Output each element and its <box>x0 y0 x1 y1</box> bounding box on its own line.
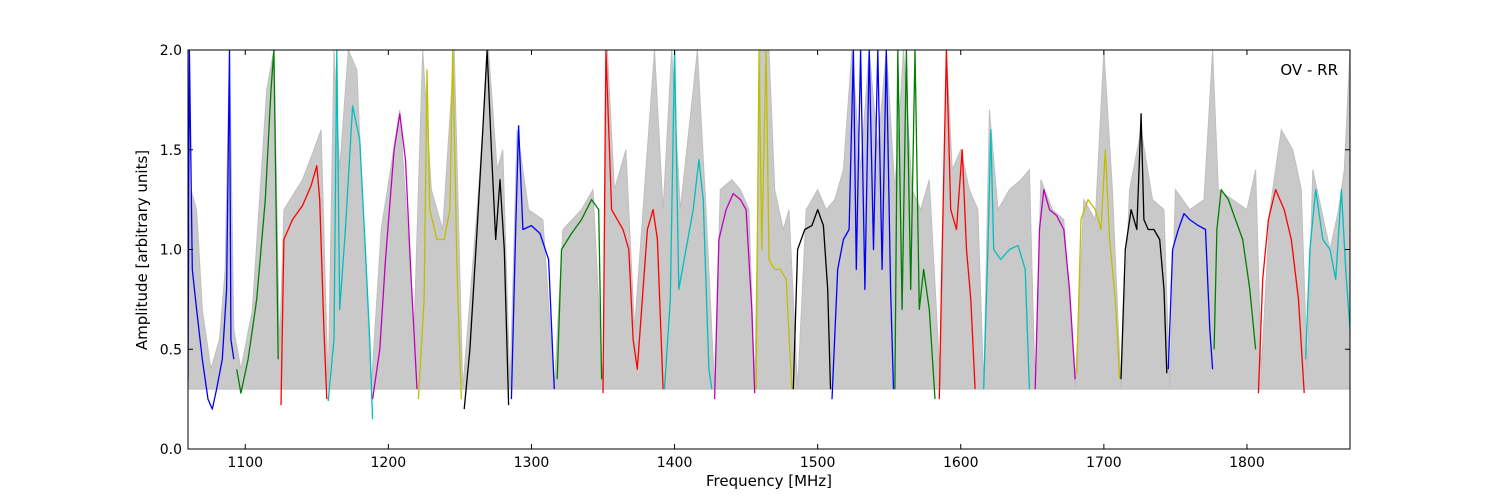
series-line-5 <box>417 50 462 400</box>
y-tick-label: 1.5 <box>160 143 182 159</box>
y-tick-label: 1.0 <box>160 243 182 259</box>
y-tick-label: 0.0 <box>160 442 182 458</box>
series-line-24 <box>1304 188 1350 360</box>
series-line-15 <box>894 50 936 400</box>
x-tick-label: 1100 <box>227 455 263 471</box>
series-line-2 <box>280 165 328 406</box>
x-tick-label: 1300 <box>514 455 550 471</box>
x-tick-label: 1200 <box>371 455 407 471</box>
x-tick-label: 1800 <box>1229 455 1265 471</box>
y-tick-label: 0.5 <box>160 342 182 358</box>
series-line-20 <box>1120 113 1168 380</box>
series-line-19 <box>1076 149 1121 380</box>
ticks-layer: 1100 1200 1300 1400 1500 1600 1700 1800 0.0 0.5 1.… <box>160 43 1350 471</box>
y-axis-label: Amplitude [arbitrary units] <box>133 150 151 350</box>
series-line-17 <box>983 129 1031 390</box>
series-line-21 <box>1167 212 1214 370</box>
series-layer <box>188 50 1350 420</box>
series-line-12 <box>755 50 793 390</box>
series-line-13 <box>792 208 832 390</box>
x-tick-label: 1400 <box>657 455 693 471</box>
series-line-11 <box>713 192 756 400</box>
series-line-7 <box>510 125 555 400</box>
series-line-4 <box>371 113 418 400</box>
series-line-14 <box>831 50 895 400</box>
series-line-16 <box>938 50 976 400</box>
series-line-23 <box>1257 188 1305 394</box>
series-line-9 <box>602 50 664 394</box>
series-line-8 <box>556 198 603 380</box>
series-line-22 <box>1213 188 1257 350</box>
series-line-0 <box>188 50 235 410</box>
x-axis-label: Frequency [MHz] <box>706 472 832 490</box>
series-line-1 <box>236 50 279 394</box>
x-tick-label: 1700 <box>1086 455 1122 471</box>
chart-annotation: OV - RR <box>1280 61 1338 79</box>
series-line-6 <box>463 50 510 410</box>
series-line-18 <box>1034 188 1076 390</box>
x-tick-label: 1500 <box>800 455 836 471</box>
series-line-10 <box>663 50 713 390</box>
y-tick-label: 2.0 <box>160 43 182 59</box>
series-line-3 <box>327 50 374 420</box>
x-tick-label: 1600 <box>943 455 979 471</box>
